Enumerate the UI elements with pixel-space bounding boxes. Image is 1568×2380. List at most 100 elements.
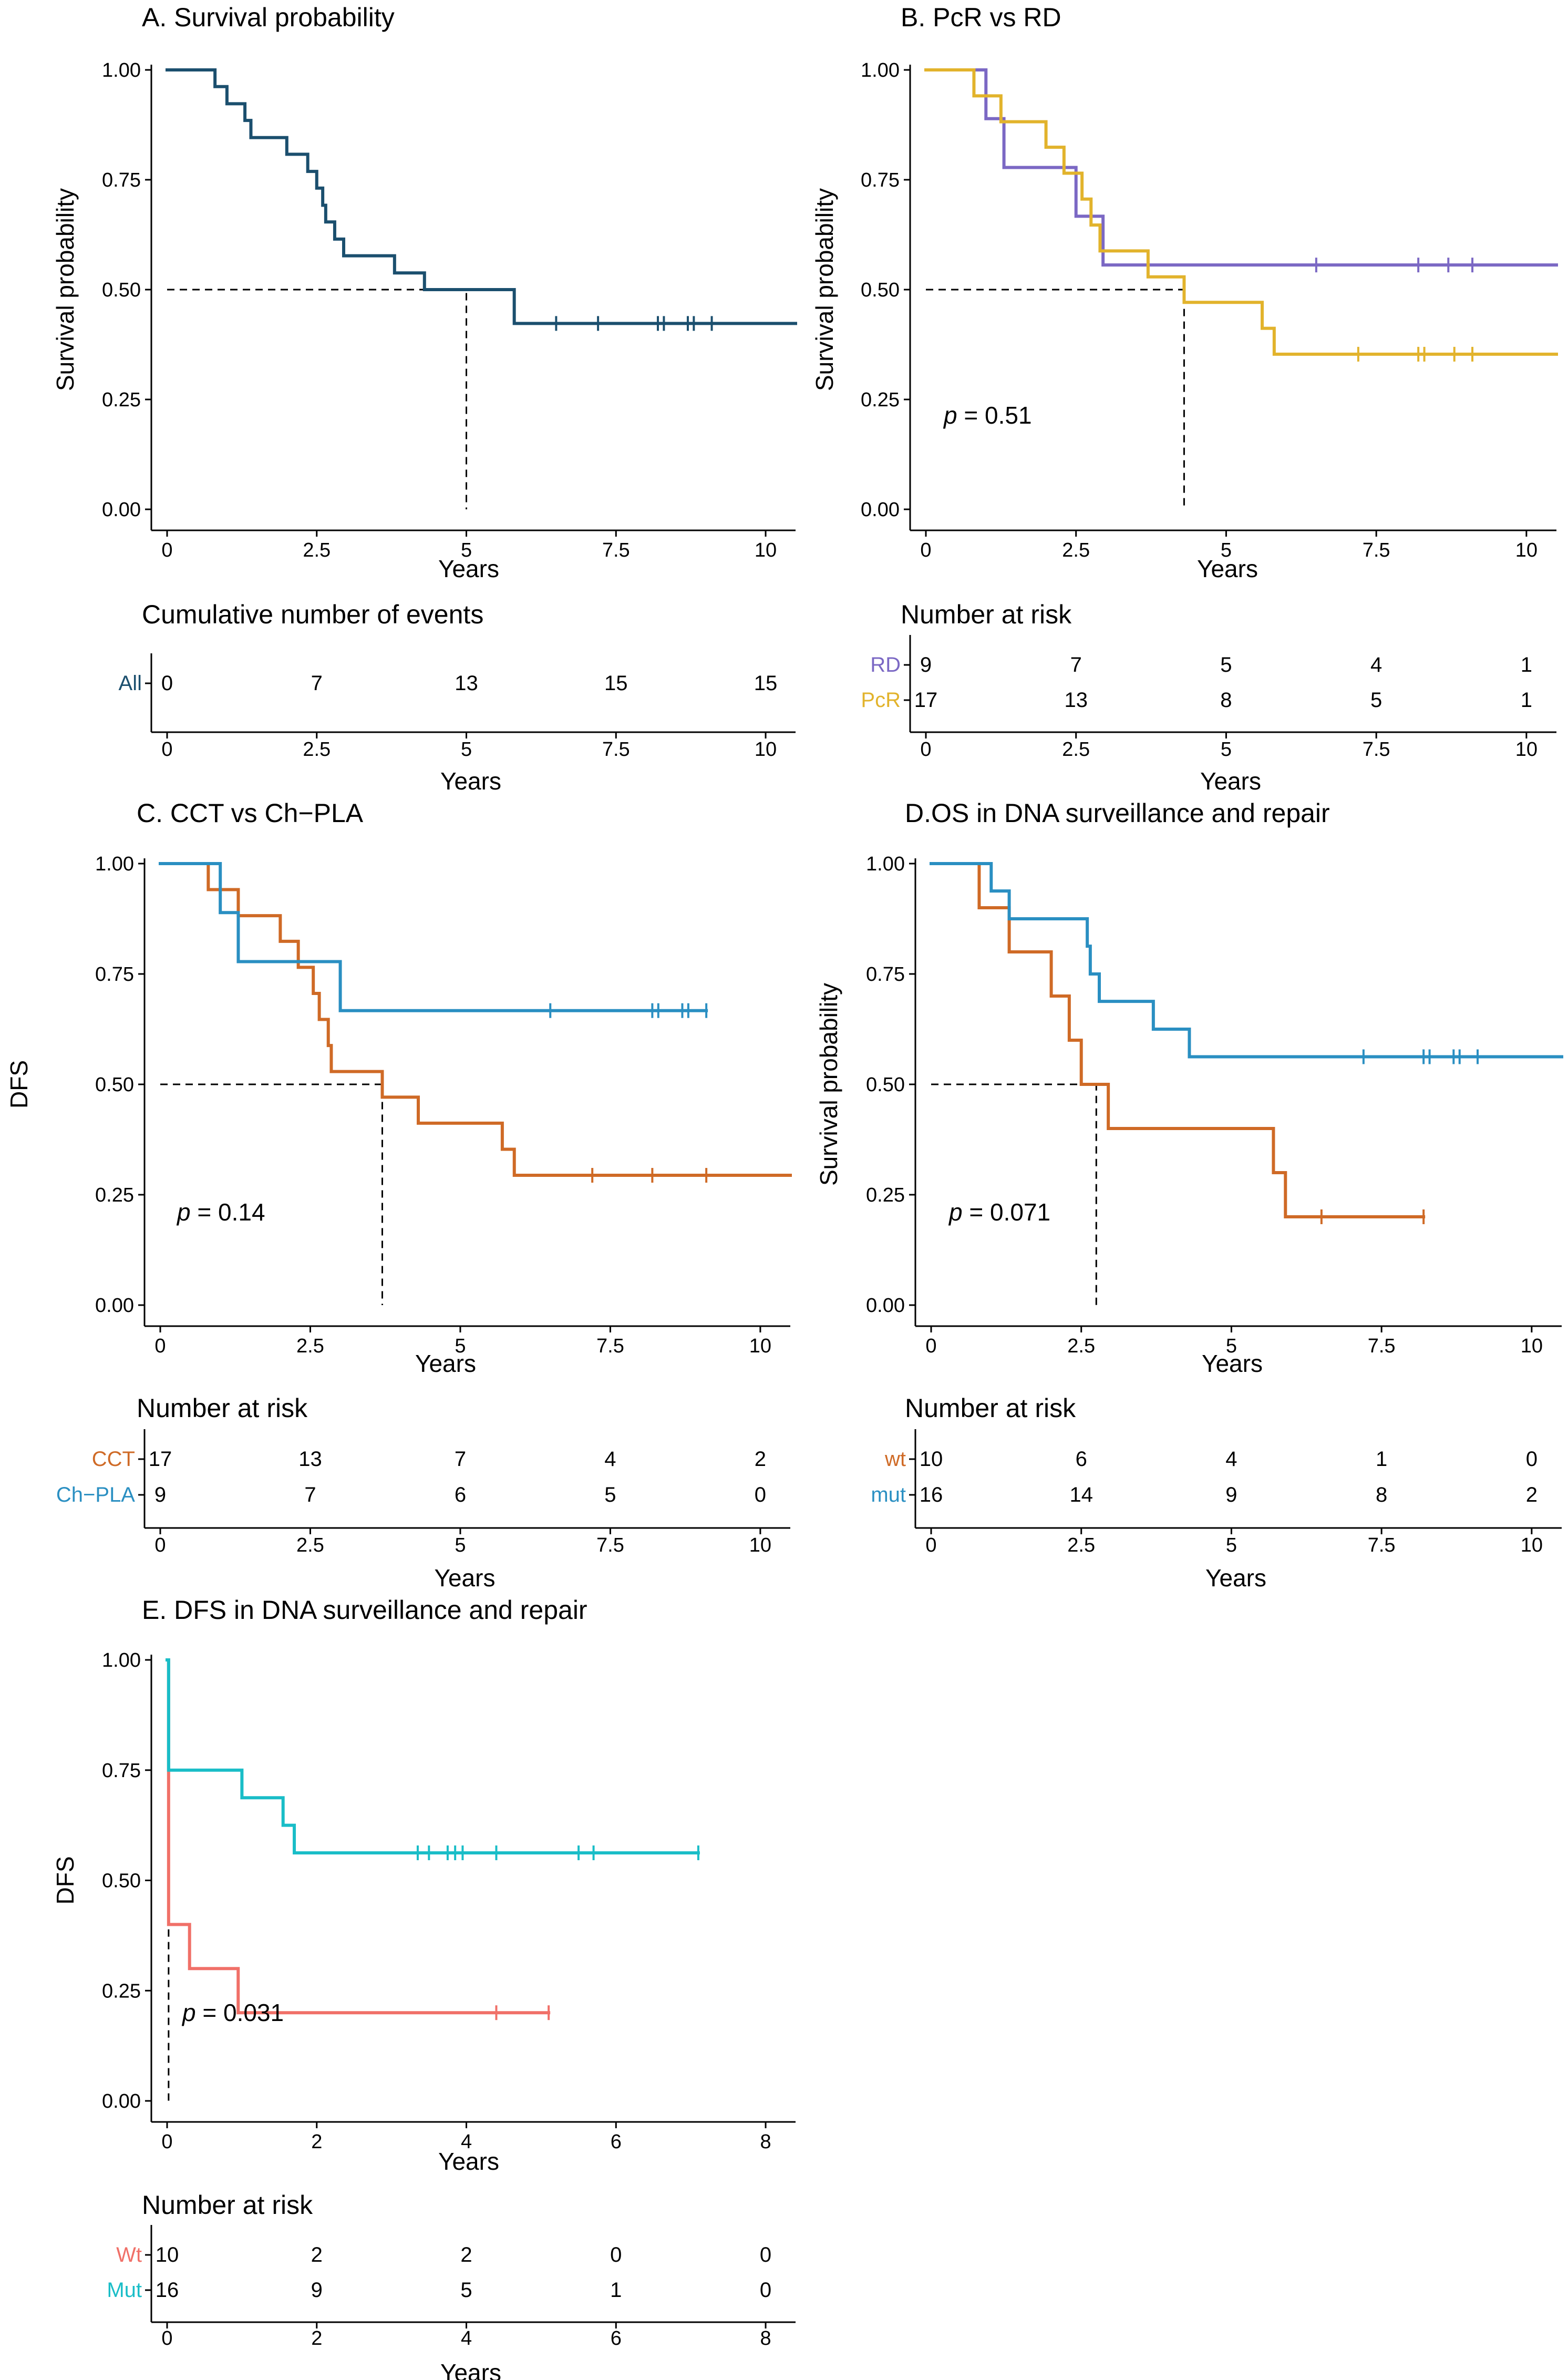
p-value-number: = 0.031 <box>196 1999 284 2026</box>
panel-d: D.OS in DNA surveillance and repair 0.00 0… <box>815 798 1563 1592</box>
risk-row-label: CCT <box>92 1448 135 1471</box>
risk-x-tick-label: 2.5 <box>1067 1534 1095 1556</box>
risk-x-tick-label: 7.5 <box>1368 1534 1396 1556</box>
risk-cell: 9 <box>311 2279 323 2302</box>
km-curve-wt <box>930 862 1426 1218</box>
x-tick-label: 10 <box>755 539 777 561</box>
panel-title: E. DFS in DNA surveillance and repair <box>142 1595 587 1625</box>
x-tick-label: 7.5 <box>596 1335 624 1357</box>
x-tick-label: 10 <box>1515 539 1538 561</box>
risk-cell: 10 <box>920 1448 943 1471</box>
median-line <box>926 289 1185 509</box>
x-tick-label: 2.5 <box>296 1335 324 1357</box>
y-tick-label: 0.25 <box>861 389 900 411</box>
panel-title: A. Survival probability <box>142 3 395 32</box>
risk-x-tick-label: 2.5 <box>303 738 331 761</box>
risk-x-tick-label: 6 <box>611 2327 622 2350</box>
panel-e: E. DFS in DNA surveillance and repair 0.0… <box>51 1595 796 2380</box>
y-tick-label: 0.75 <box>102 1760 141 1782</box>
x-tick-label: 10 <box>1521 1335 1543 1357</box>
x-tick-label: 4 <box>461 2131 472 2153</box>
risk-x-tick-label: 10 <box>1521 1534 1543 1556</box>
risk-x-axis-label: Years <box>1205 1564 1266 1592</box>
y-tick-label: 0.00 <box>866 1295 905 1317</box>
risk-cell: 1 <box>1521 653 1532 676</box>
risk-x-tick-label: 7.5 <box>596 1534 624 1556</box>
risk-cell: 9 <box>154 1483 166 1506</box>
risk-cell: 2 <box>311 2243 323 2266</box>
risk-table: Number at risk CCT 17 13 7 4 2 Ch−PLA 9 7 6 5 0 0 2.5 5… <box>56 1393 790 1592</box>
risk-table-title: Number at risk <box>905 1393 1076 1423</box>
x-tick-label: 0 <box>161 539 172 561</box>
risk-cell: 5 <box>1370 689 1382 712</box>
panel-title: D.OS in DNA surveillance and repair <box>905 798 1330 828</box>
risk-row-label: mut <box>871 1483 906 1506</box>
y-tick-label: 0.75 <box>102 169 141 191</box>
risk-cell: 5 <box>604 1483 616 1506</box>
risk-row-label: Ch−PLA <box>56 1483 135 1506</box>
y-tick-label: 0.50 <box>102 1870 141 1892</box>
x-tick-label: 0 <box>925 1335 936 1357</box>
y-tick-label: 0.50 <box>861 279 900 301</box>
p-value: p = 0.14 <box>176 1198 265 1226</box>
p-value-number: = 0.14 <box>191 1198 265 1226</box>
risk-cell: 6 <box>1076 1448 1087 1471</box>
risk-cell: 0 <box>1526 1448 1538 1471</box>
risk-cell: 16 <box>920 1483 943 1506</box>
x-axis-label: Years <box>438 555 499 582</box>
risk-cell: 2 <box>460 2243 472 2266</box>
p-value: p = 0.51 <box>943 402 1032 429</box>
risk-cell: 0 <box>755 1483 766 1506</box>
risk-cell: 9 <box>920 653 932 676</box>
risk-x-axis-label: Years <box>440 2359 501 2380</box>
risk-table-title: Cumulative number of events <box>142 600 483 629</box>
risk-x-tick-label: 5 <box>455 1534 466 1556</box>
risk-cell: 0 <box>760 2243 771 2266</box>
risk-cell: 2 <box>755 1448 766 1471</box>
risk-cell: 15 <box>604 672 628 695</box>
y-tick-label: 0.50 <box>95 1074 134 1096</box>
risk-table-title: Number at risk <box>137 1393 308 1423</box>
x-tick-label: 7.5 <box>602 539 630 561</box>
y-tick-label: 0.25 <box>95 1184 134 1206</box>
risk-x-tick-label: 10 <box>749 1534 771 1556</box>
risk-x-tick-label: 7.5 <box>1363 738 1390 761</box>
risk-x-tick-label: 2 <box>311 2327 322 2350</box>
y-tick-label: 1.00 <box>102 1649 141 1671</box>
risk-cell: 1 <box>1376 1448 1387 1471</box>
y-axis-label: Survival probability <box>51 188 79 391</box>
x-tick-label: 7.5 <box>1363 539 1390 561</box>
risk-cell: 0 <box>760 2279 771 2302</box>
y-tick-label: 0.50 <box>866 1074 905 1096</box>
y-tick-label: 0.75 <box>866 963 905 986</box>
risk-cell: 8 <box>1220 689 1232 712</box>
risk-x-tick-label: 5 <box>1221 738 1232 761</box>
panel-a: A. Survival probability 0.00 0.25 0.50 0.75 1… <box>51 3 797 795</box>
risk-cell: 0 <box>161 672 173 695</box>
risk-row-label: Mut <box>107 2279 142 2302</box>
p-symbol: p <box>943 402 957 429</box>
x-tick-label: 2.5 <box>1067 1335 1095 1357</box>
panel-c: C. CCT vs Ch−PLA 0.00 0.25 0.50 0.75 1.00 0 2.5… <box>5 798 792 1592</box>
risk-cell: 6 <box>455 1483 466 1506</box>
x-tick-label: 5 <box>455 1335 466 1357</box>
median-line <box>167 289 468 509</box>
x-axis-label: Years <box>1197 555 1258 582</box>
risk-x-tick-label: 10 <box>755 738 777 761</box>
risk-x-tick-label: 2.5 <box>296 1534 324 1556</box>
x-tick-label: 8 <box>760 2131 771 2153</box>
median-line <box>160 1083 384 1305</box>
km-curve-mut <box>166 1658 700 1855</box>
risk-cell: 14 <box>1069 1483 1093 1506</box>
risk-x-tick-label: 4 <box>461 2327 472 2350</box>
risk-cell: 7 <box>311 672 323 695</box>
panel-title: B. PcR vs RD <box>901 3 1061 32</box>
x-tick-label: 5 <box>461 539 472 561</box>
y-axis-label: DFS <box>5 1060 33 1109</box>
km-curve-ch-pla <box>159 862 708 1012</box>
x-tick-label: 6 <box>611 2131 622 2153</box>
risk-cell: 4 <box>1225 1448 1237 1471</box>
x-tick-label: 7.5 <box>1368 1335 1396 1357</box>
y-tick-label: 0.00 <box>102 499 141 521</box>
